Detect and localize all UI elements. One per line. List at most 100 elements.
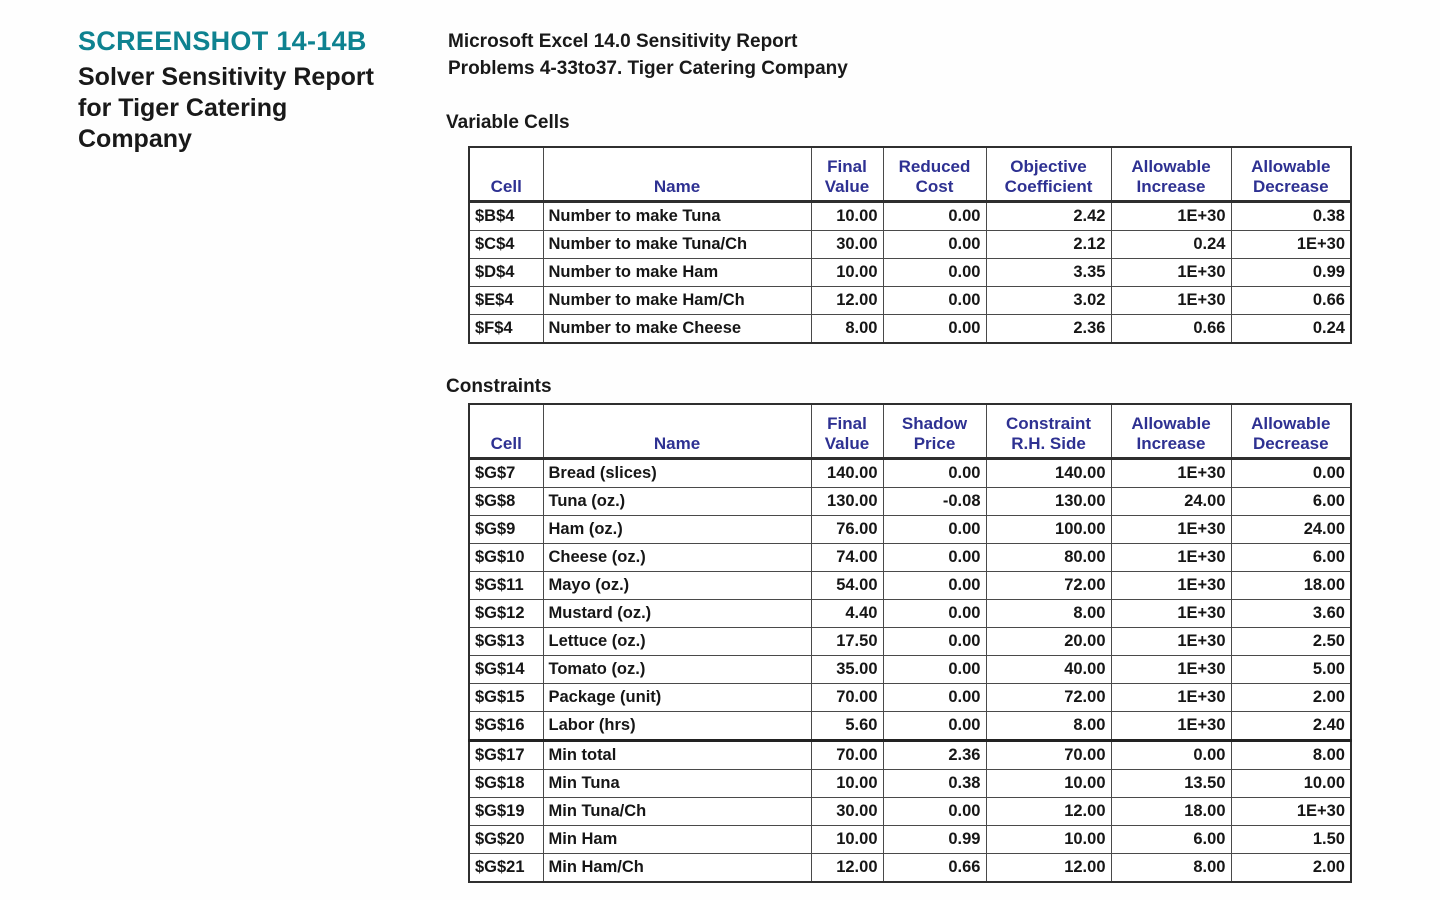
value-cell: 1E+30 bbox=[1230, 797, 1352, 826]
value-cell: 5.60 bbox=[810, 711, 884, 741]
value-cell: 0.24 bbox=[1230, 314, 1352, 344]
value-cell: 13.50 bbox=[1110, 769, 1232, 798]
value-cell: 1E+30 bbox=[1230, 230, 1352, 259]
column-header: Reduced Cost bbox=[882, 146, 987, 203]
name-cell: Min Ham/Ch bbox=[542, 853, 812, 883]
figure-caption-title-line: Solver Sensitivity Report bbox=[78, 63, 374, 91]
cell-ref: $G$11 bbox=[468, 571, 544, 600]
value-cell: 130.00 bbox=[985, 487, 1112, 516]
figure-caption: SCREENSHOT 14-14B Solver Sensitivity Rep… bbox=[78, 26, 428, 155]
name-cell: Tomato (oz.) bbox=[542, 655, 812, 684]
variable-cells-header-row: Cell Name Final Value Reduced Cost Objective… bbox=[468, 146, 1352, 203]
column-header: Allowable Increase bbox=[1110, 403, 1232, 460]
cell-ref: $G$19 bbox=[468, 797, 544, 826]
value-cell: 1E+30 bbox=[1110, 599, 1232, 628]
value-cell: 10.00 bbox=[985, 769, 1112, 798]
value-cell: 20.00 bbox=[985, 627, 1112, 656]
value-cell: 2.42 bbox=[985, 201, 1112, 231]
cell-ref: $G$18 bbox=[468, 769, 544, 798]
value-cell: 0.00 bbox=[882, 314, 987, 344]
value-cell: 0.00 bbox=[882, 599, 987, 628]
column-header: Objective Coefficient bbox=[985, 146, 1112, 203]
value-cell: 1E+30 bbox=[1110, 286, 1232, 315]
name-cell: Min total bbox=[542, 739, 812, 770]
column-header: Name bbox=[542, 146, 812, 203]
value-cell: 70.00 bbox=[985, 739, 1112, 770]
value-cell: 0.66 bbox=[882, 853, 987, 883]
value-cell: 100.00 bbox=[985, 515, 1112, 544]
value-cell: 30.00 bbox=[810, 797, 884, 826]
table-row: $G$10 Cheese (oz.) 74.00 0.00 80.00 1E+30 6.00 bbox=[468, 543, 1352, 572]
value-cell: 1E+30 bbox=[1110, 711, 1232, 741]
constraints-section-label: Constraints bbox=[446, 376, 552, 397]
value-cell: 1E+30 bbox=[1110, 258, 1232, 287]
report-title: Microsoft Excel 14.0 Sensitivity Report bbox=[448, 31, 798, 52]
name-cell: Min Tuna/Ch bbox=[542, 797, 812, 826]
value-cell: 1E+30 bbox=[1110, 683, 1232, 712]
cell-ref: $G$10 bbox=[468, 543, 544, 572]
cell-ref: $G$20 bbox=[468, 825, 544, 854]
cell-ref: $B$4 bbox=[468, 201, 544, 231]
figure-caption-title-line: Company bbox=[78, 125, 192, 153]
table-row: $G$11 Mayo (oz.) 54.00 0.00 72.00 1E+30 18.00 bbox=[468, 571, 1352, 600]
value-cell: 10.00 bbox=[810, 769, 884, 798]
value-cell: 72.00 bbox=[985, 683, 1112, 712]
value-cell: 1.50 bbox=[1230, 825, 1352, 854]
table-row: $G$14 Tomato (oz.) 35.00 0.00 40.00 1E+30 5.00 bbox=[468, 655, 1352, 684]
cell-ref: $G$14 bbox=[468, 655, 544, 684]
value-cell: 6.00 bbox=[1230, 487, 1352, 516]
value-cell: 0.00 bbox=[882, 683, 987, 712]
constraints-table: Cell Name Final Value Shadow Price Constrain… bbox=[468, 403, 1352, 883]
table-row: $B$4 Number to make Tuna 10.00 0.00 2.42 1E+3… bbox=[468, 201, 1352, 231]
column-header: Name bbox=[542, 403, 812, 460]
cell-ref: $E$4 bbox=[468, 286, 544, 315]
cell-ref: $G$13 bbox=[468, 627, 544, 656]
column-header: Final Value bbox=[810, 146, 884, 203]
value-cell: 8.00 bbox=[1230, 739, 1352, 770]
value-cell: 1E+30 bbox=[1110, 201, 1232, 231]
value-cell: 0.66 bbox=[1110, 314, 1232, 344]
value-cell: 0.00 bbox=[882, 711, 987, 741]
name-cell: Min Ham bbox=[542, 825, 812, 854]
value-cell: 2.50 bbox=[1230, 627, 1352, 656]
table-row: $E$4 Number to make Ham/Ch 12.00 0.00 3.02 1E… bbox=[468, 286, 1352, 315]
value-cell: 2.36 bbox=[985, 314, 1112, 344]
value-cell: 8.00 bbox=[1110, 853, 1232, 883]
value-cell: 1E+30 bbox=[1110, 543, 1232, 572]
name-cell: Bread (slices) bbox=[542, 458, 812, 488]
value-cell: 30.00 bbox=[810, 230, 884, 259]
name-cell: Number to make Ham/Ch bbox=[542, 286, 812, 315]
figure-caption-title-line: for Tiger Catering bbox=[78, 94, 288, 122]
value-cell: 4.40 bbox=[810, 599, 884, 628]
value-cell: 40.00 bbox=[985, 655, 1112, 684]
name-cell: Number to make Cheese bbox=[542, 314, 812, 344]
name-cell: Ham (oz.) bbox=[542, 515, 812, 544]
name-cell: Tuna (oz.) bbox=[542, 487, 812, 516]
table-row: $G$21 Min Ham/Ch 12.00 0.66 12.00 8.00 2.00 bbox=[468, 853, 1352, 883]
name-cell: Mayo (oz.) bbox=[542, 571, 812, 600]
cell-ref: $F$4 bbox=[468, 314, 544, 344]
name-cell: Labor (hrs) bbox=[542, 711, 812, 741]
table-row: $G$12 Mustard (oz.) 4.40 0.00 8.00 1E+30 3.60 bbox=[468, 599, 1352, 628]
value-cell: 2.12 bbox=[985, 230, 1112, 259]
name-cell: Lettuce (oz.) bbox=[542, 627, 812, 656]
table-row: $G$16 Labor (hrs) 5.60 0.00 8.00 1E+30 2.40 bbox=[468, 711, 1352, 741]
value-cell: 0.00 bbox=[882, 201, 987, 231]
cell-ref: $G$15 bbox=[468, 683, 544, 712]
value-cell: 3.35 bbox=[985, 258, 1112, 287]
value-cell: 10.00 bbox=[810, 258, 884, 287]
value-cell: 74.00 bbox=[810, 543, 884, 572]
value-cell: 12.00 bbox=[985, 797, 1112, 826]
table-row: $F$4 Number to make Cheese 8.00 0.00 2.36 0.6… bbox=[468, 314, 1352, 344]
table-row: $D$4 Number to make Ham 10.00 0.00 3.35 1E+30… bbox=[468, 258, 1352, 287]
value-cell: 10.00 bbox=[810, 825, 884, 854]
value-cell: 0.00 bbox=[882, 543, 987, 572]
value-cell: 3.02 bbox=[985, 286, 1112, 315]
value-cell: 70.00 bbox=[810, 739, 884, 770]
cell-ref: $G$8 bbox=[468, 487, 544, 516]
value-cell: 76.00 bbox=[810, 515, 884, 544]
value-cell: 18.00 bbox=[1230, 571, 1352, 600]
value-cell: 12.00 bbox=[810, 853, 884, 883]
value-cell: 3.60 bbox=[1230, 599, 1352, 628]
value-cell: 6.00 bbox=[1230, 543, 1352, 572]
